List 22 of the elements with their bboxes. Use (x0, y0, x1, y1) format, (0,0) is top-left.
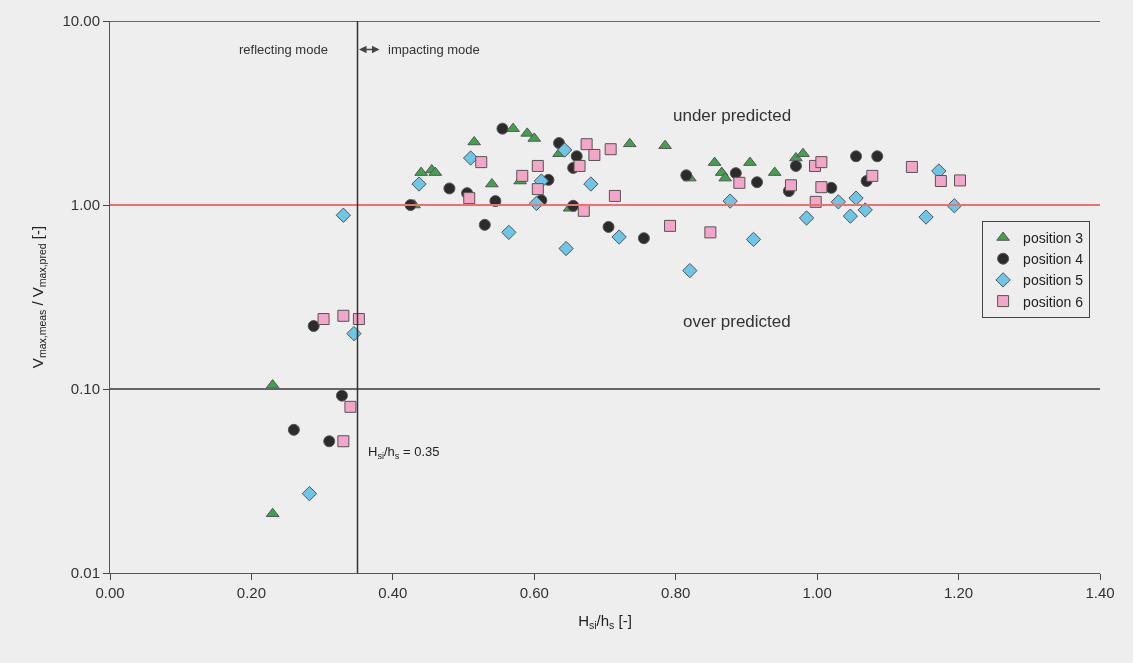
y-tick-label: 0.10 (70, 380, 100, 398)
x-tick-label: 0.20 (236, 584, 267, 601)
y-tick-label: 10.00 (62, 12, 100, 30)
annotation: over predicted (683, 312, 791, 331)
legend-label: position 4 (1023, 251, 1084, 268)
annotation: impacting mode (388, 42, 480, 57)
ref-line-label: H$_{si}$/h$_{s}$ = 0.35 (368, 444, 440, 461)
annotation: under predicted (673, 106, 792, 125)
legend-label: position 6 (1023, 293, 1084, 310)
x-tick-label: 1.40 (1085, 584, 1115, 601)
legend-label: position 5 (1023, 272, 1084, 289)
y-tick-label: 1.00 (70, 196, 100, 214)
x-tick-label: 0.80 (661, 584, 691, 601)
x-tick-label: 1.20 (943, 584, 974, 601)
y-tick-label: 0.01 (70, 564, 100, 582)
x-tick-label: 0.00 (95, 584, 125, 601)
x-tick-label: 1.00 (802, 584, 832, 601)
x-tick-label: 0.40 (378, 584, 408, 601)
annotation: reflecting mode (239, 42, 328, 57)
x-tick-label: 0.60 (519, 584, 549, 601)
x-axis-title: H$_{si}$/h$_{s}$ [-] (578, 612, 632, 632)
legend-label: position 3 (1023, 229, 1084, 246)
